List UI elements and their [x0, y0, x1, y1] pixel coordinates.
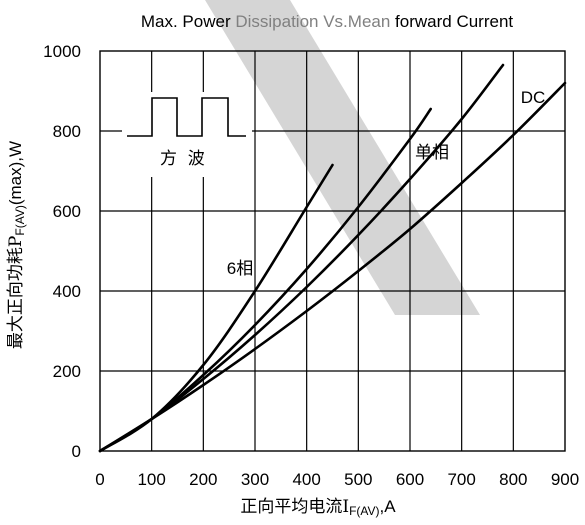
x-tick-label-3: 300 — [241, 470, 269, 489]
chart-title: Max. Power Dissipation Vs.Mean forward C… — [141, 12, 514, 31]
curve-single-phase — [98, 63, 505, 453]
y-axis-label-subscript: F(AV) — [13, 205, 27, 235]
x-axis-label-main: 正向平均电流I — [240, 497, 349, 517]
x-tick-label-1: 100 — [137, 470, 165, 489]
title-part-1: Dissipation Vs.Mean — [235, 12, 390, 31]
curve-label-2: 单相 — [415, 143, 449, 162]
inset-background — [122, 92, 252, 177]
x-axis-label-subscript: F(AV) — [349, 504, 379, 518]
y-axis-label-unit: (max),W — [6, 141, 25, 205]
y-tick-label-1: 200 — [53, 362, 81, 381]
curves — [98, 63, 567, 453]
x-tick-label-7: 700 — [447, 470, 475, 489]
y-tick-label-5: 1000 — [43, 42, 81, 61]
x-tick-label-2: 200 — [189, 470, 217, 489]
y-tick-label-2: 400 — [53, 282, 81, 301]
y-tick-label-0: 0 — [72, 442, 81, 461]
x-tick-label-8: 800 — [499, 470, 527, 489]
x-tick-label-5: 500 — [344, 470, 372, 489]
x-tick-label-9: 900 — [551, 470, 579, 489]
y-tick-label-4: 800 — [53, 122, 81, 141]
square-wave-icon — [127, 97, 246, 137]
x-axis-label: 正向平均电流IF(AV),A — [240, 497, 396, 518]
curve-label-3: DC — [521, 88, 546, 107]
curve-6-phase — [98, 163, 334, 453]
title-part-0: Max. Power — [141, 12, 235, 31]
x-tick-labels: 0 100 200 300 400 500 600 700 800 900 — [95, 470, 579, 489]
watermark — [205, 0, 480, 315]
plot-frame — [99, 50, 566, 452]
inset-label: 方 波 — [160, 149, 205, 169]
y-axis-label: 最大正向功耗PF(AV)(max),W — [6, 141, 27, 349]
title-part-2: forward Current — [390, 12, 513, 31]
curve-labels: 6相 单相 DC — [227, 88, 546, 278]
x-tick-label-6: 600 — [396, 470, 424, 489]
x-axis-label-unit: ,A — [380, 497, 397, 516]
y-tick-labels: 0 200 400 600 800 1000 — [43, 42, 81, 461]
y-axis-label-main: 最大正向功耗P — [6, 236, 26, 349]
curve-label-0: 6相 — [227, 259, 253, 278]
square-wave-inset: 方 波 — [122, 92, 252, 177]
x-tick-label-0: 0 — [95, 470, 104, 489]
x-tick-label-4: 400 — [292, 470, 320, 489]
y-tick-label-3: 600 — [53, 202, 81, 221]
curve-dc — [98, 81, 567, 453]
watermark-band — [205, 0, 480, 315]
